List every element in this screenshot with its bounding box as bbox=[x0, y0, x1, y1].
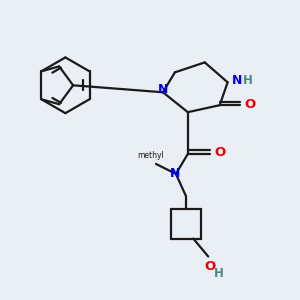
Text: methyl: methyl bbox=[138, 151, 164, 160]
Text: O: O bbox=[205, 260, 216, 273]
Text: H: H bbox=[243, 74, 252, 87]
Text: O: O bbox=[244, 98, 255, 111]
Text: H: H bbox=[214, 267, 224, 280]
Text: O: O bbox=[214, 146, 225, 160]
Text: N: N bbox=[158, 83, 168, 96]
Text: N: N bbox=[170, 167, 180, 180]
Text: N: N bbox=[232, 74, 242, 87]
